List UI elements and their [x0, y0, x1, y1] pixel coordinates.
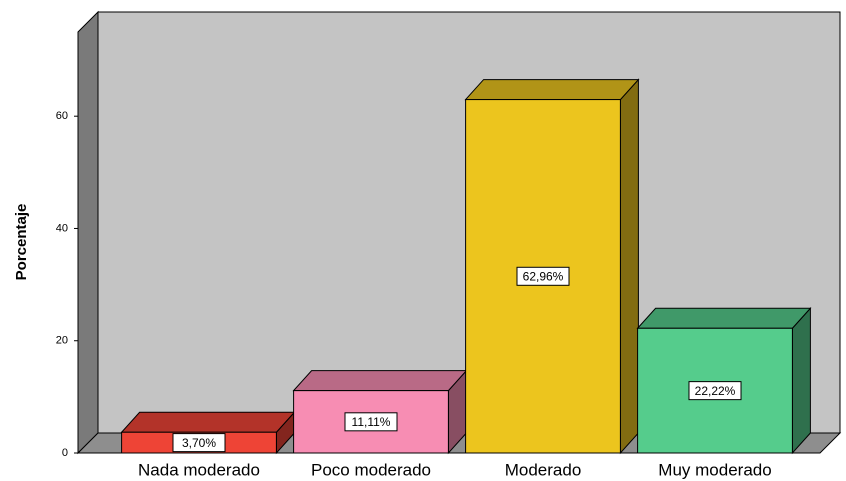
bar-top [636, 307, 812, 329]
y-tick-label: 60 [56, 110, 68, 122]
bar-top [292, 370, 468, 392]
value-label: 62,96% [523, 269, 564, 283]
value-label: 3,70% [182, 436, 216, 450]
x-tick-label: Moderado [505, 460, 582, 479]
y-tick-label: 40 [56, 222, 68, 234]
value-label-box [516, 266, 570, 286]
y-axis-label: Porcentaje [13, 204, 30, 281]
x-tick-label: Nada moderado [138, 460, 260, 479]
bar-side [791, 306, 811, 455]
value-label-box [688, 381, 742, 401]
x-tick-label: Muy moderado [658, 460, 771, 479]
bar-top [464, 79, 640, 101]
value-label: 11,11% [352, 415, 391, 429]
value-label-box [344, 412, 398, 432]
x-tick-label: Poco moderado [311, 460, 431, 479]
left-wall [77, 10, 99, 455]
value-label-box [172, 433, 226, 453]
y-tick-label: 0 [62, 447, 68, 459]
value-label: 22,22% [695, 384, 736, 398]
bar-top [120, 411, 296, 433]
bar-side [619, 78, 639, 455]
y-tick-label: 20 [56, 335, 68, 347]
